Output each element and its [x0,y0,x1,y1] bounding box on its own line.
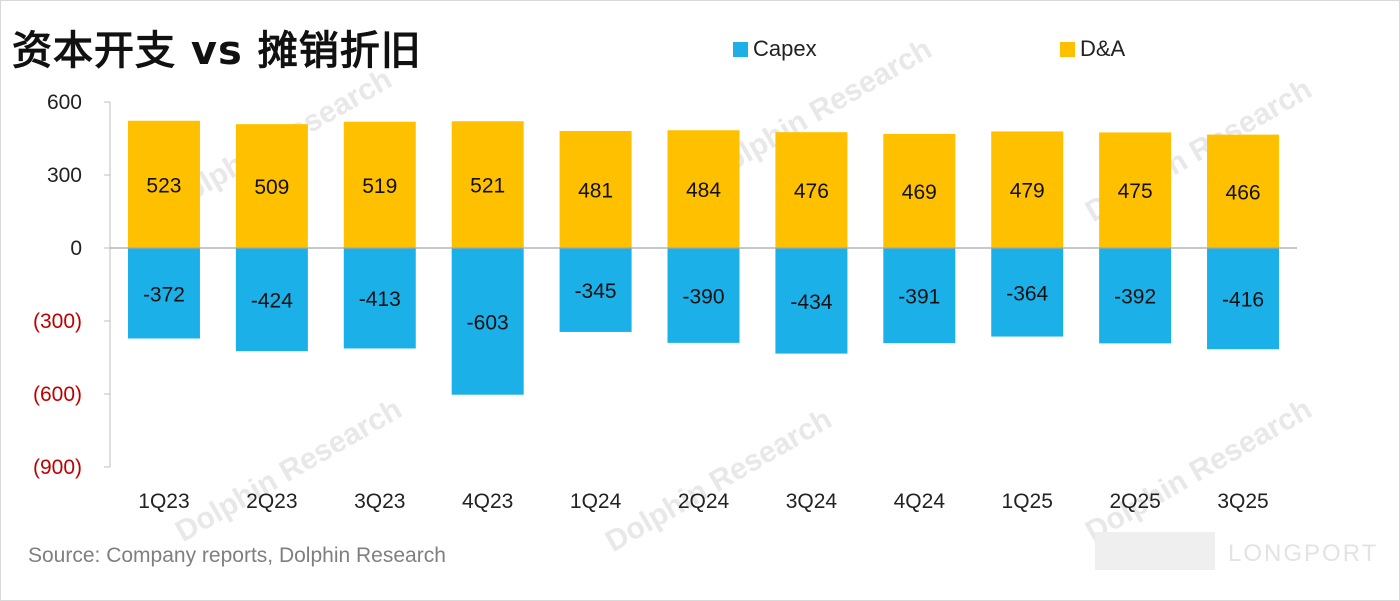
bar-capex [343,248,416,349]
bar-capex [667,248,740,343]
bar-da [1207,134,1280,248]
x-tick-label: 4Q24 [894,490,946,513]
data-label-da: 481 [578,179,613,202]
data-label-da: 484 [686,179,721,202]
x-tick-label: 1Q23 [138,490,189,513]
y-tick-label: (300) [33,310,82,333]
data-label-capex: -434 [790,291,832,314]
bar-capex [991,248,1064,337]
x-tick-label: 3Q23 [354,490,405,513]
data-label-capex: -372 [143,283,185,306]
bar-capex [559,248,632,332]
brand-logo-box [1095,532,1215,570]
bar-da [991,131,1064,248]
data-label-capex: -345 [575,280,617,303]
data-label-capex: -413 [359,288,401,311]
bar-da [1099,132,1172,248]
legend-swatch-da [1060,41,1075,57]
y-tick-label: (900) [33,456,82,479]
y-tick-label: 0 [70,237,82,260]
legend-label-da: D&A [1080,36,1126,61]
data-label-da: 521 [470,175,505,198]
bar-capex [1207,248,1280,350]
y-tick-label: 600 [47,91,82,114]
data-label-da: 476 [794,180,829,203]
x-tick-label: 4Q23 [462,490,513,513]
data-label-capex: -603 [467,311,509,334]
data-label-capex: -391 [898,286,940,309]
x-tick-label: 3Q25 [1217,490,1268,513]
bar-da [559,130,632,248]
data-label-da: 479 [1010,180,1045,203]
data-label-da: 469 [902,181,937,204]
x-tick-label: 1Q25 [1002,490,1053,513]
legend-item-da: D&A [1060,36,1125,62]
legend-swatch-capex [733,41,748,57]
legend-label-capex: Capex [753,36,817,61]
x-tick-label: 1Q24 [570,490,622,513]
data-label-da: 475 [1118,180,1153,203]
bar-capex [451,248,524,395]
data-label-capex: -390 [682,285,724,308]
bar-capex [235,248,308,352]
chart-title: 资本开支 vs 摊销折旧 [12,28,422,74]
y-tick-label: 300 [47,164,82,187]
bar-capex [883,248,956,344]
data-label-da: 466 [1226,181,1261,204]
data-label-da: 519 [362,175,397,198]
brand-logo-text: LONGPORT [1228,540,1379,567]
data-label-da: 509 [254,176,289,199]
bar-da [127,120,200,248]
bar-da [883,133,956,248]
bar-da [343,121,416,248]
bar-capex [775,248,848,354]
x-tick-label: 2Q23 [246,490,297,513]
x-tick-label: 3Q24 [786,490,838,513]
data-label-capex: -364 [1006,282,1048,305]
legend-item-capex: Capex [733,36,817,62]
y-tick-label: (600) [33,383,82,406]
bar-da [451,121,524,248]
data-label-capex: -424 [251,290,293,313]
bar-da [235,124,308,248]
source-note: Source: Company reports, Dolphin Researc… [28,544,446,567]
x-tick-label: 2Q25 [1109,490,1160,513]
data-label-capex: -416 [1222,289,1264,312]
bar-capex [127,248,200,339]
data-label-da: 523 [146,174,181,197]
bar-capex [1099,248,1172,344]
x-tick-label: 2Q24 [678,490,730,513]
data-label-capex: -392 [1114,286,1156,309]
bar-da [775,132,848,248]
bar-da [667,130,740,248]
